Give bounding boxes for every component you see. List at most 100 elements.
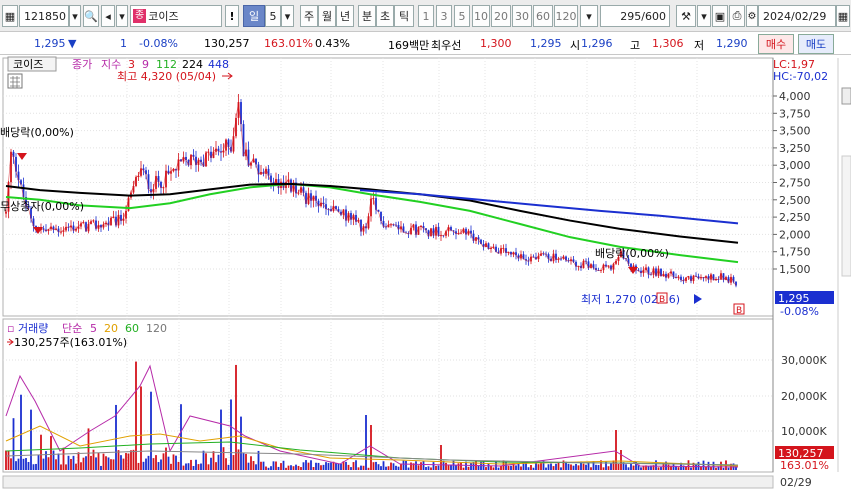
settings-dropdown-button[interactable]: ▾ [697,5,711,27]
data-count-field[interactable]: 295/600 [600,5,670,27]
table-toggle-icon[interactable] [7,73,23,89]
volume-bar [385,466,387,470]
period-year-button[interactable]: 년 [336,5,354,27]
volume-bar [297,465,300,470]
step-10-button[interactable]: 10 [472,5,490,27]
candle-body [192,154,195,157]
volume-bar [425,467,427,470]
volume-bar [712,461,715,470]
speaker-icon[interactable]: ◂ [101,5,115,27]
volume-bar [242,453,245,470]
gear-icon[interactable]: ⚙ [746,5,758,27]
print-icon[interactable]: ⎙ [729,5,745,27]
candle-body [137,175,140,178]
step-120-button[interactable]: 120 [554,5,578,27]
step-1-button[interactable]: 1 [418,5,434,27]
warning-button[interactable]: ! [225,5,239,27]
calendar-icon[interactable]: ▦ [836,5,850,27]
candle-body [290,179,292,192]
search-icon[interactable]: 🔍 [83,5,99,27]
period-second-button[interactable]: 초 [376,5,394,27]
volume-bar [232,455,235,470]
volume-bar [95,457,97,470]
volume-bar [542,460,545,470]
volume-bar [185,463,187,470]
date-field[interactable]: 2024/02/29 [758,5,836,27]
horizontal-scrollbar[interactable] [2,475,774,489]
stock-name-field[interactable]: 종 코이즈 [130,5,222,27]
stock-code-input[interactable]: 121850 [19,5,69,27]
chart-settings-icon[interactable]: ⚒ [676,5,696,27]
volume-bar [272,461,275,470]
candle-body [105,222,107,225]
step-3-button[interactable]: 3 [436,5,452,27]
volume-bar [637,464,640,470]
sell-button[interactable]: 매도 [798,34,834,54]
step-20-button[interactable]: 20 [491,5,511,27]
volume-bar [127,453,130,470]
volume-ma-20-line [5,425,739,467]
period-week-button[interactable]: 주 [300,5,318,27]
candle-body [52,226,55,230]
step-5-button[interactable]: 5 [454,5,470,27]
candle-body [107,222,110,226]
grid-icon[interactable]: ▦ [2,5,18,27]
step-dropdown-button[interactable]: ▾ [580,5,598,27]
period-tick-button[interactable]: 틱 [394,5,414,27]
high-price: 1,306 [652,37,684,50]
candle-body [180,159,182,162]
candle-body [222,150,225,153]
legend-ma-448: 448 [208,58,229,71]
volume-bar [405,460,407,470]
current-volume-tag: 130,257 [778,447,824,460]
volume-bar [395,465,397,470]
volume-bar [500,465,502,470]
volume-bar [312,467,315,470]
side-button-1[interactable] [841,87,851,105]
side-scrollbar[interactable] [841,155,851,277]
buy-button[interactable]: 매수 [758,34,794,54]
open-price: 1,296 [581,37,613,50]
period-month-button[interactable]: 월 [318,5,336,27]
candle-body [620,250,622,257]
period-day-button[interactable]: 일 [243,5,265,27]
candle-body [445,231,447,236]
candle-body [157,176,160,182]
candle-body [125,210,127,219]
candle-body [647,267,650,275]
period-minute-button[interactable]: 분 [358,5,376,27]
period-value-input[interactable]: 5 [265,5,281,27]
candle-body [250,162,252,166]
volume-bar [707,461,710,470]
volume-bar [515,465,517,470]
candle-body [560,258,562,260]
step-30-button[interactable]: 30 [512,5,532,27]
step-60-button[interactable]: 60 [533,5,553,27]
candle-body [457,233,460,235]
volume-bar [677,467,680,470]
current-rate-tag: -0.08% [780,305,819,318]
candle-body [72,225,75,231]
candle-body [530,256,532,262]
save-icon[interactable]: ▣ [712,5,728,27]
dividend-annotation-right: 배당락(0,00%) [595,247,669,260]
volume-bar [397,466,400,470]
ma-112-line [5,182,739,264]
chart-area[interactable]: 2022/1202030405060708091011122024/010202… [0,56,851,497]
candle-body [735,281,737,286]
candle-body [142,168,145,171]
candle-body [195,156,197,165]
volume-bar [50,436,52,470]
candle-body [550,258,552,262]
candle-body [525,259,527,261]
code-dropdown-button[interactable]: ▾ [69,5,81,27]
candle-body [260,172,262,175]
volume-bar [40,434,42,470]
volume-bar [367,467,370,470]
legend-ma-9: 9 [142,58,149,71]
speaker-dropdown-button[interactable]: ▾ [116,5,128,27]
volume-bar [260,461,262,470]
period-dropdown-button[interactable]: ▾ [281,5,294,27]
candle-body [165,170,167,188]
candle-body [360,219,362,232]
